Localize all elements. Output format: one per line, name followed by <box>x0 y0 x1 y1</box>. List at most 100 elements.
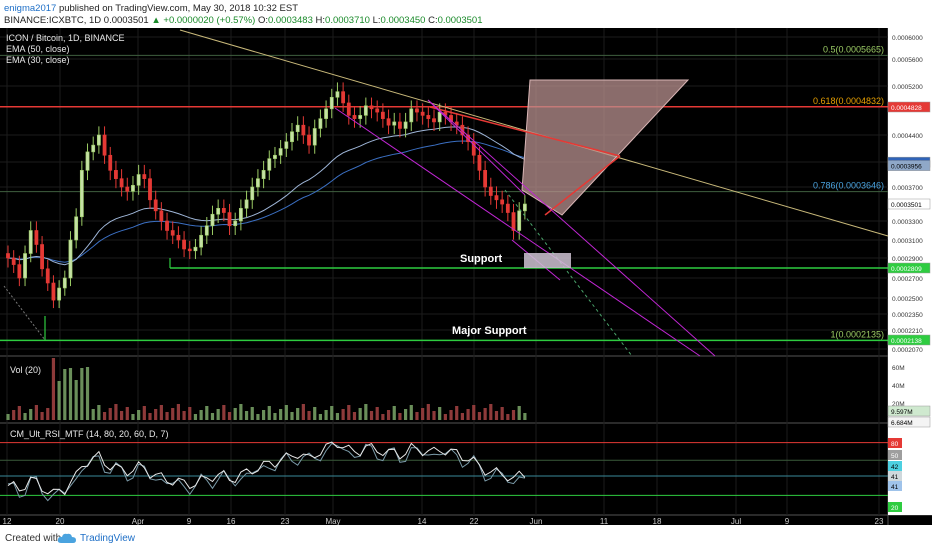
candle-body <box>233 220 238 227</box>
volume-bar <box>239 404 243 420</box>
price-axis-label: 0.0003700 <box>892 185 923 192</box>
volume-bar <box>318 414 322 420</box>
volume-bar <box>51 358 56 420</box>
candle-body <box>483 170 488 188</box>
candle-body <box>426 115 431 119</box>
open-value: 0.0003483 <box>267 15 313 26</box>
candle-body <box>335 91 340 98</box>
volume-bar <box>273 413 277 420</box>
volume-bar <box>523 413 527 420</box>
candle-body <box>199 234 204 248</box>
candle-body <box>324 108 328 119</box>
publish-info: published on TradingView.com, May 30, 20… <box>58 3 298 14</box>
volume-axis-label: 20M <box>892 401 905 408</box>
candle-body <box>250 186 255 201</box>
price-tag-bg <box>887 101 931 113</box>
candle-body <box>329 96 334 110</box>
price-axis-label: 0.0002700 <box>892 276 923 283</box>
candle-body <box>74 216 79 241</box>
candle-body <box>290 131 294 143</box>
high-value: 0.0003710 <box>325 15 370 26</box>
rsi-line <box>7 441 526 496</box>
candle-body <box>85 151 90 171</box>
volume-bar <box>426 404 430 420</box>
candle-body <box>176 234 181 241</box>
tradingview-brand-link[interactable]: TradingView <box>80 533 136 544</box>
volume-bar <box>244 411 249 420</box>
chart-header: enigma2017 published on TradingView.com,… <box>0 0 932 28</box>
candle-body <box>403 121 408 129</box>
volume-bar <box>176 404 180 420</box>
x-tick-label: 9 <box>187 517 192 525</box>
volume-bar <box>137 410 141 420</box>
candle-body <box>522 203 527 212</box>
volume-bar <box>6 414 10 420</box>
candle-body <box>352 115 357 119</box>
channel-lower-line <box>334 107 701 357</box>
volume-bar <box>375 407 379 420</box>
price-axis-label: 0.0005600 <box>892 57 923 64</box>
price-axis-label: 0.0002900 <box>892 256 923 263</box>
symbol-line: BINANCE:ICXBTC, 1D 0.0003501 ▲ +0.000002… <box>4 15 483 26</box>
candle-body <box>187 248 192 252</box>
price-tag-bg <box>887 198 931 210</box>
candle-body <box>216 208 221 215</box>
volume-tag: 9.597M <box>891 409 913 416</box>
volume-bar <box>364 404 368 420</box>
volume-bar <box>102 412 107 420</box>
target-zone-box <box>524 253 571 268</box>
volume-bar <box>262 410 266 420</box>
volume-bar <box>29 409 33 420</box>
candle-body <box>45 268 50 284</box>
candle-body <box>409 108 414 123</box>
x-tick-label: 9 <box>785 517 790 525</box>
chart-footer: Created with TradingView <box>0 525 932 550</box>
candle-body <box>386 118 391 126</box>
volume-tag-bg <box>887 416 931 428</box>
volume-bar <box>108 408 112 420</box>
candle-body <box>51 282 56 301</box>
rsi-tag-bg <box>888 461 902 471</box>
chart-svg[interactable]: 0.5(0.0005665) 0.618(0.0004832) 0.786(0.00… <box>0 28 932 526</box>
high-label: H: <box>315 15 326 26</box>
ema30-legend: EMA (30, close) <box>6 55 70 65</box>
volume-bar <box>23 413 27 420</box>
candle-body <box>221 208 226 213</box>
volume-bar <box>477 412 482 420</box>
volume-bar <box>210 413 215 420</box>
volume-bar <box>85 367 90 420</box>
chart-area[interactable]: 0.5(0.0005665) 0.618(0.0004832) 0.786(0.00… <box>0 28 932 526</box>
price-tag: 0.0002809 <box>891 266 922 273</box>
candle-body <box>398 121 402 129</box>
channel-upper-line <box>427 99 716 357</box>
candle-body <box>238 208 243 222</box>
candle-body <box>318 118 323 129</box>
volume-bar <box>12 410 16 420</box>
volume-bar <box>301 404 305 420</box>
price-axis-label: 0.0005200 <box>892 84 923 91</box>
x-tick-label: 11 <box>600 517 609 525</box>
volume-bar <box>404 409 408 420</box>
volume-bar <box>193 414 198 420</box>
volume-axis-label: 60M <box>892 365 905 372</box>
major-support-label: Major Support <box>452 325 527 337</box>
volume-bar <box>114 404 118 420</box>
candle-body <box>6 253 10 259</box>
volume-bar <box>517 406 521 420</box>
symbol-label: BINANCE:ICXBTC, 1D <box>4 15 102 26</box>
volume-bar <box>267 406 271 420</box>
candle-body <box>142 174 147 179</box>
rsi-tag-bg <box>888 481 902 491</box>
candle-body <box>227 212 232 227</box>
candle-body <box>153 199 158 212</box>
close-label: C: <box>428 15 438 26</box>
rsi-tag: 41 <box>891 484 899 491</box>
candle-body <box>375 108 380 113</box>
candle-body <box>159 210 164 222</box>
volume-legend: Vol (20) <box>10 365 41 375</box>
volume-bar <box>290 412 294 420</box>
author-link[interactable]: enigma2017 <box>4 3 57 14</box>
volume-bar <box>369 411 374 420</box>
candle-body <box>108 154 113 171</box>
volume-tag: 6.684M <box>891 420 913 427</box>
